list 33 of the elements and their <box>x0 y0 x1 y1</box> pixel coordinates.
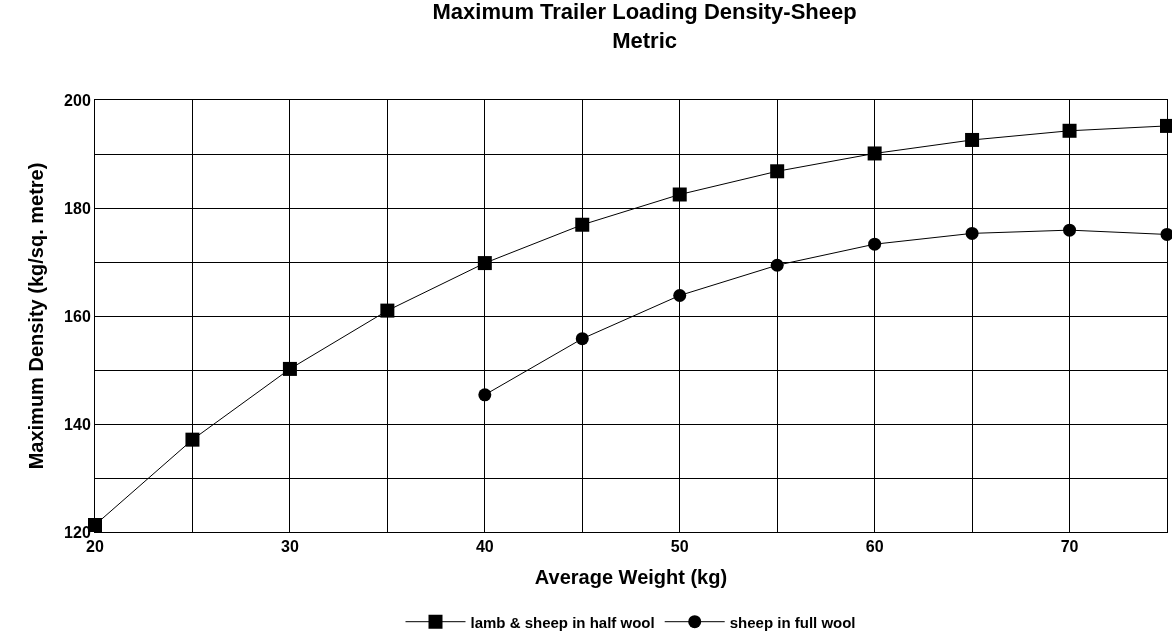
x-tick-label: 30 <box>281 538 299 556</box>
point <box>575 332 589 346</box>
point <box>477 256 492 271</box>
point <box>770 164 785 179</box>
point <box>185 432 200 447</box>
x-axis-title: Average Weight (kg) <box>534 565 728 588</box>
point <box>380 303 395 318</box>
point <box>965 226 979 240</box>
x-tick-label: 70 <box>1060 538 1079 556</box>
chart-title: Maximum Trailer Loading Density-Sheep Metric <box>432 0 857 53</box>
point <box>867 146 882 161</box>
point <box>1160 227 1172 241</box>
point <box>1062 123 1077 138</box>
y-axis-title: Maximum Density (kg/sq. metre) <box>24 162 47 470</box>
point <box>965 132 980 147</box>
point <box>770 258 784 272</box>
point <box>575 217 590 232</box>
legend-label: sheep in full wool <box>729 613 856 631</box>
y-tick-label: 180 <box>64 199 91 217</box>
y-tick-label: 140 <box>64 415 91 433</box>
point <box>868 237 882 251</box>
point <box>282 361 297 376</box>
point <box>1063 223 1077 237</box>
point <box>478 388 492 402</box>
x-tick-label: 60 <box>865 538 884 556</box>
point <box>672 187 687 202</box>
x-tick-label: 50 <box>670 538 689 556</box>
y-tick-label: 160 <box>64 307 91 325</box>
y-tick-label: 200 <box>64 91 91 109</box>
x-tick-label: 20 <box>86 538 104 556</box>
legend-label: lamb & sheep in half wool <box>470 613 655 631</box>
point <box>673 288 687 302</box>
x-tick-label: 40 <box>475 538 494 556</box>
